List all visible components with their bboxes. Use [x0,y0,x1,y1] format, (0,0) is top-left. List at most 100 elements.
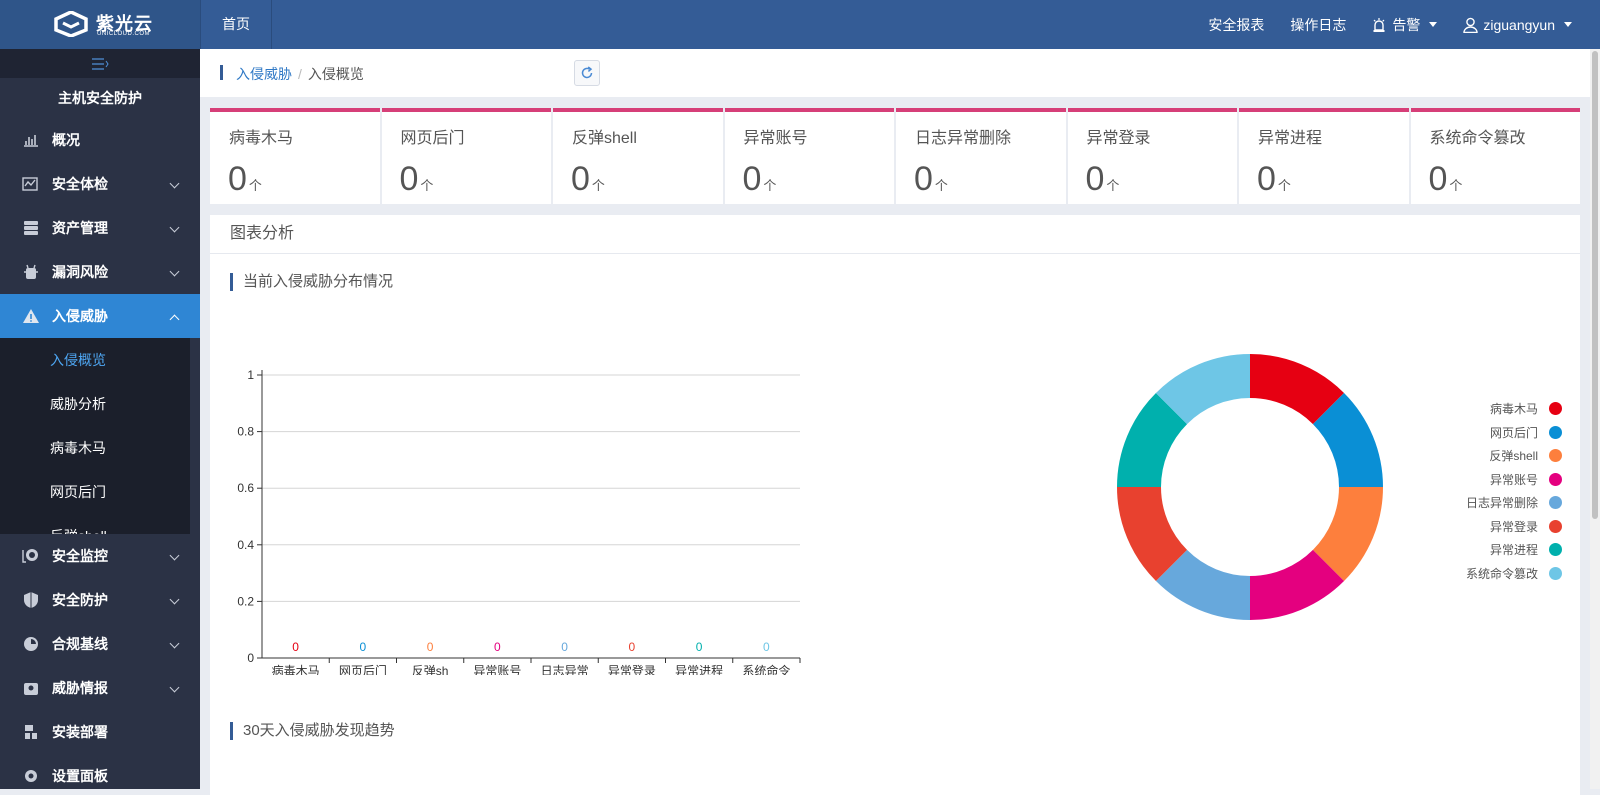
top-bar: 紫光云 UNICLOUD.COM 首页 安全报表 操作日志 告警 ziguang… [0,0,1600,49]
monitor-search-icon [22,547,40,565]
legend-item[interactable]: 异常进程 [1466,538,1562,562]
menu-collapse-icon [92,57,109,70]
brand-logo[interactable]: 紫光云 UNICLOUD.COM [0,0,200,49]
breadcrumb-marker [220,65,223,80]
sidebar-item-assets[interactable]: 资产管理 [0,206,200,250]
chevron-down-icon [169,178,180,189]
chevron-down-icon [169,550,180,561]
legend-item[interactable]: 病毒木马 [1466,397,1562,421]
sidebar-item-label: 入侵威胁 [52,308,108,324]
distribution-donut-chart [1117,354,1383,620]
donut-slice[interactable] [1250,549,1345,620]
sidebar-item-checkup[interactable]: 安全体检 [0,162,200,206]
alarm-menu[interactable]: 告警 [1372,15,1438,35]
sidebar-subitem-overview[interactable]: 入侵概览 [50,352,106,368]
refresh-button[interactable] [574,60,600,86]
sidebar-item-monitor[interactable]: 安全监控 [0,534,200,578]
donut-slice[interactable] [1312,392,1383,487]
legend-item[interactable]: 网页后门 [1466,421,1562,445]
sidebar-item-intel[interactable]: 威胁情报 [0,666,200,710]
operation-log-link[interactable]: 操作日志 [1290,16,1347,33]
stat-card[interactable]: 异常进程 0 个 [1239,108,1409,204]
stat-card-title: 系统命令篡改 [1429,130,1526,147]
legend-label: 日志异常删除 [1465,496,1538,511]
sidebar-item-baseline[interactable]: 合规基线 [0,622,200,666]
stat-card[interactable]: 网页后门 0 个 [381,108,551,204]
sidebar-item-protection[interactable]: 安全防护 [0,578,200,622]
sidebar-item-label: 合规基线 [52,636,108,652]
bar-value-label: 0 [629,640,636,654]
legend-swatch [1549,543,1562,557]
stat-card[interactable]: 反弹shell 0 个 [553,108,723,204]
x-tick-label: 系统命令篡改 [742,663,790,675]
page-scrollbar[interactable] [1590,49,1600,789]
legend-item[interactable]: 异常账号 [1466,468,1562,492]
stat-card[interactable]: 异常登录 0 个 [1067,108,1237,204]
sidebar-item-vulnerability[interactable]: 漏洞风险 [0,250,200,294]
stat-card-title: 病毒木马 [229,130,294,147]
y-tick-label: 1 [247,368,254,382]
sidebar-subitem-analysis[interactable]: 威胁分析 [50,396,106,412]
donut-slice[interactable] [1117,392,1188,487]
security-report-link[interactable]: 安全报表 [1208,16,1265,33]
legend-swatch [1549,402,1562,416]
sidebar-item-deploy[interactable]: 安装部署 [0,710,200,754]
sidebar-subitem-reverse-shell[interactable]: 反弹shell [0,514,200,534]
donut-slice[interactable] [1155,549,1250,620]
sidebar-item-settings[interactable]: 设置面板 [0,754,200,789]
legend-label: 反弹shell [1489,449,1538,464]
donut-slice[interactable] [1250,354,1345,425]
stat-card-title: 异常登录 [1086,130,1151,147]
legend-label: 网页后门 [1489,425,1538,440]
y-tick-label: 0 [247,651,254,665]
scrollbar-thumb[interactable] [1592,51,1598,519]
breadcrumb-parent[interactable]: 入侵威胁 [236,66,292,82]
nav-home[interactable]: 首页 [200,0,272,49]
stat-card[interactable]: 异常账号 0 个 [724,108,894,204]
legend-item[interactable]: 日志异常删除 [1466,491,1562,515]
legend-item[interactable]: 系统命令篡改 [1466,562,1562,586]
y-tick-label: 0.4 [237,538,254,552]
user-menu[interactable]: ziguangyun [1463,17,1572,33]
sidebar-subitem-virus[interactable]: 病毒木马 [50,440,106,456]
alarm-label: 告警 [1392,16,1421,33]
bar-value-label: 0 [763,640,770,654]
x-tick-label: 异常进程 [675,663,723,675]
y-tick-label: 0.8 [237,425,254,439]
stat-card-title: 反弹shell [572,130,637,147]
brand-sub: UNICLOUD.COM [97,31,151,37]
warning-icon [22,307,40,325]
legend-label: 异常登录 [1489,519,1538,534]
sidebar-item-label: 安全监控 [52,548,108,564]
legend-item[interactable]: 反弹shell [1466,444,1562,468]
database-icon [22,219,40,237]
stat-card-title: 网页后门 [400,130,465,147]
x-tick-label: 病毒木马 [272,663,320,675]
submenu-scrollbar[interactable] [190,338,200,534]
donut-slice[interactable] [1117,487,1188,582]
legend-swatch [1549,472,1562,486]
x-tick-label: 异常账号 [473,664,521,675]
chevron-down-icon [169,266,180,277]
stat-card[interactable]: 日志异常删除 0 个 [896,108,1066,204]
sidebar-item-intrusion[interactable]: 入侵威胁 [0,294,200,338]
chevron-down-icon [169,682,180,693]
chevron-down-icon [1564,22,1572,27]
stat-card[interactable]: 系统命令篡改 0 个 [1410,108,1580,204]
sidebar-item-overview[interactable]: 概况 [0,118,200,162]
stat-card-title: 异常进程 [1258,130,1323,147]
x-tick-label: 异常登录 [608,663,656,675]
legend-item[interactable]: 异常登录 [1466,515,1562,539]
distribution-title: 当前入侵威胁分布情况 [230,273,393,291]
stat-card[interactable]: 病毒木马 0 个 [210,108,380,204]
stat-card-title: 日志异常删除 [915,130,1012,147]
donut-slice[interactable] [1155,354,1250,425]
donut-slice[interactable] [1312,487,1383,582]
sidebar-toggle[interactable] [0,49,200,78]
sidebar-subitem-webshell[interactable]: 网页后门 [50,484,106,500]
sidebar-item-label: 资产管理 [52,220,108,236]
